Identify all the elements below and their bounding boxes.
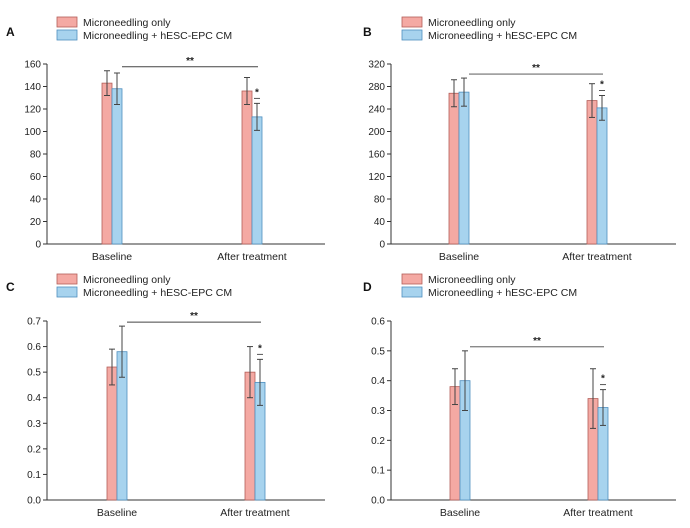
y-tick-label: 0.2	[371, 436, 385, 447]
significance-within: *	[600, 80, 604, 91]
y-tick-label: 0.5	[27, 368, 41, 379]
y-tick-label: 120	[24, 105, 41, 116]
panel-letter: A	[6, 25, 15, 39]
y-tick-label: 40	[30, 195, 42, 206]
y-tick-label: 140	[24, 82, 41, 93]
bar	[241, 90, 253, 245]
y-tick-label: 100	[24, 127, 41, 138]
y-tick-label: 120	[368, 172, 385, 183]
panel-letter: D	[363, 280, 372, 294]
y-tick-label: 0.4	[27, 393, 41, 404]
y-tick-label: 80	[374, 195, 386, 206]
bar	[596, 107, 608, 245]
category-label: After treatment	[217, 251, 287, 263]
category-label: Baseline	[440, 507, 480, 519]
category-label: After treatment	[220, 507, 290, 519]
panel-letter: C	[6, 280, 15, 294]
legend-swatch-1	[56, 273, 78, 285]
y-tick-label: 80	[30, 150, 42, 161]
y-tick-label: 320	[368, 60, 385, 71]
significance-between: **	[190, 311, 198, 322]
y-tick-label: 20	[30, 217, 42, 228]
legend-label-2: Microneedling + hESC-EPC CM	[428, 287, 577, 299]
legend-label-1: Microneedling only	[83, 17, 171, 29]
category-label: Baseline	[439, 251, 479, 263]
legend-swatch-2	[56, 286, 78, 298]
bar	[458, 91, 470, 245]
y-tick-label: 0.3	[27, 419, 41, 430]
category-label: Baseline	[92, 251, 132, 263]
legend-swatch-1	[401, 273, 423, 285]
y-tick-label: 200	[368, 127, 385, 138]
bar	[448, 92, 460, 245]
legend-label-1: Microneedling only	[428, 274, 516, 286]
bar	[111, 88, 123, 245]
y-tick-label: 60	[30, 172, 42, 183]
y-tick-label: 240	[368, 105, 385, 116]
significance-between: **	[186, 56, 194, 67]
legend-label-1: Microneedling only	[83, 274, 171, 286]
y-tick-label: 0.2	[27, 444, 41, 455]
legend-swatch-1	[401, 16, 423, 28]
legend-label-2: Microneedling + hESC-EPC CM	[83, 30, 232, 42]
legend-swatch-1	[56, 16, 78, 28]
legend-swatch-2	[401, 29, 423, 41]
y-tick-label: 0	[379, 240, 385, 251]
y-tick-label: 0.5	[371, 346, 385, 357]
y-tick-label: 0.1	[371, 466, 385, 477]
category-label: Baseline	[97, 507, 137, 519]
y-tick-label: 0.0	[27, 496, 41, 507]
legend-label-2: Microneedling + hESC-EPC CM	[83, 287, 232, 299]
y-tick-label: 0	[35, 240, 41, 251]
bar	[101, 82, 113, 245]
category-label: After treatment	[562, 251, 632, 263]
panel-letter: B	[363, 25, 372, 39]
y-tick-label: 0.4	[371, 376, 385, 387]
y-tick-label: 0.6	[371, 317, 385, 328]
y-tick-label: 0.7	[27, 317, 41, 328]
significance-within: *	[601, 374, 605, 385]
bar	[106, 366, 118, 501]
significance-between: **	[532, 63, 540, 74]
legend-label-1: Microneedling only	[428, 17, 516, 29]
y-tick-label: 0.3	[371, 406, 385, 417]
y-tick-label: 160	[24, 60, 41, 71]
legend-swatch-2	[401, 286, 423, 298]
y-tick-label: 0.0	[371, 496, 385, 507]
bar	[586, 100, 598, 245]
significance-between: **	[533, 336, 541, 347]
legend-label-2: Microneedling + hESC-EPC CM	[428, 30, 577, 42]
bar	[251, 116, 263, 245]
y-tick-label: 280	[368, 82, 385, 93]
significance-within: *	[258, 343, 262, 354]
y-tick-label: 40	[374, 217, 386, 228]
y-tick-label: 160	[368, 150, 385, 161]
significance-within: *	[255, 87, 259, 98]
y-tick-label: 0.6	[27, 342, 41, 353]
legend-swatch-2	[56, 29, 78, 41]
category-label: After treatment	[563, 507, 633, 519]
y-tick-label: 0.1	[27, 470, 41, 481]
